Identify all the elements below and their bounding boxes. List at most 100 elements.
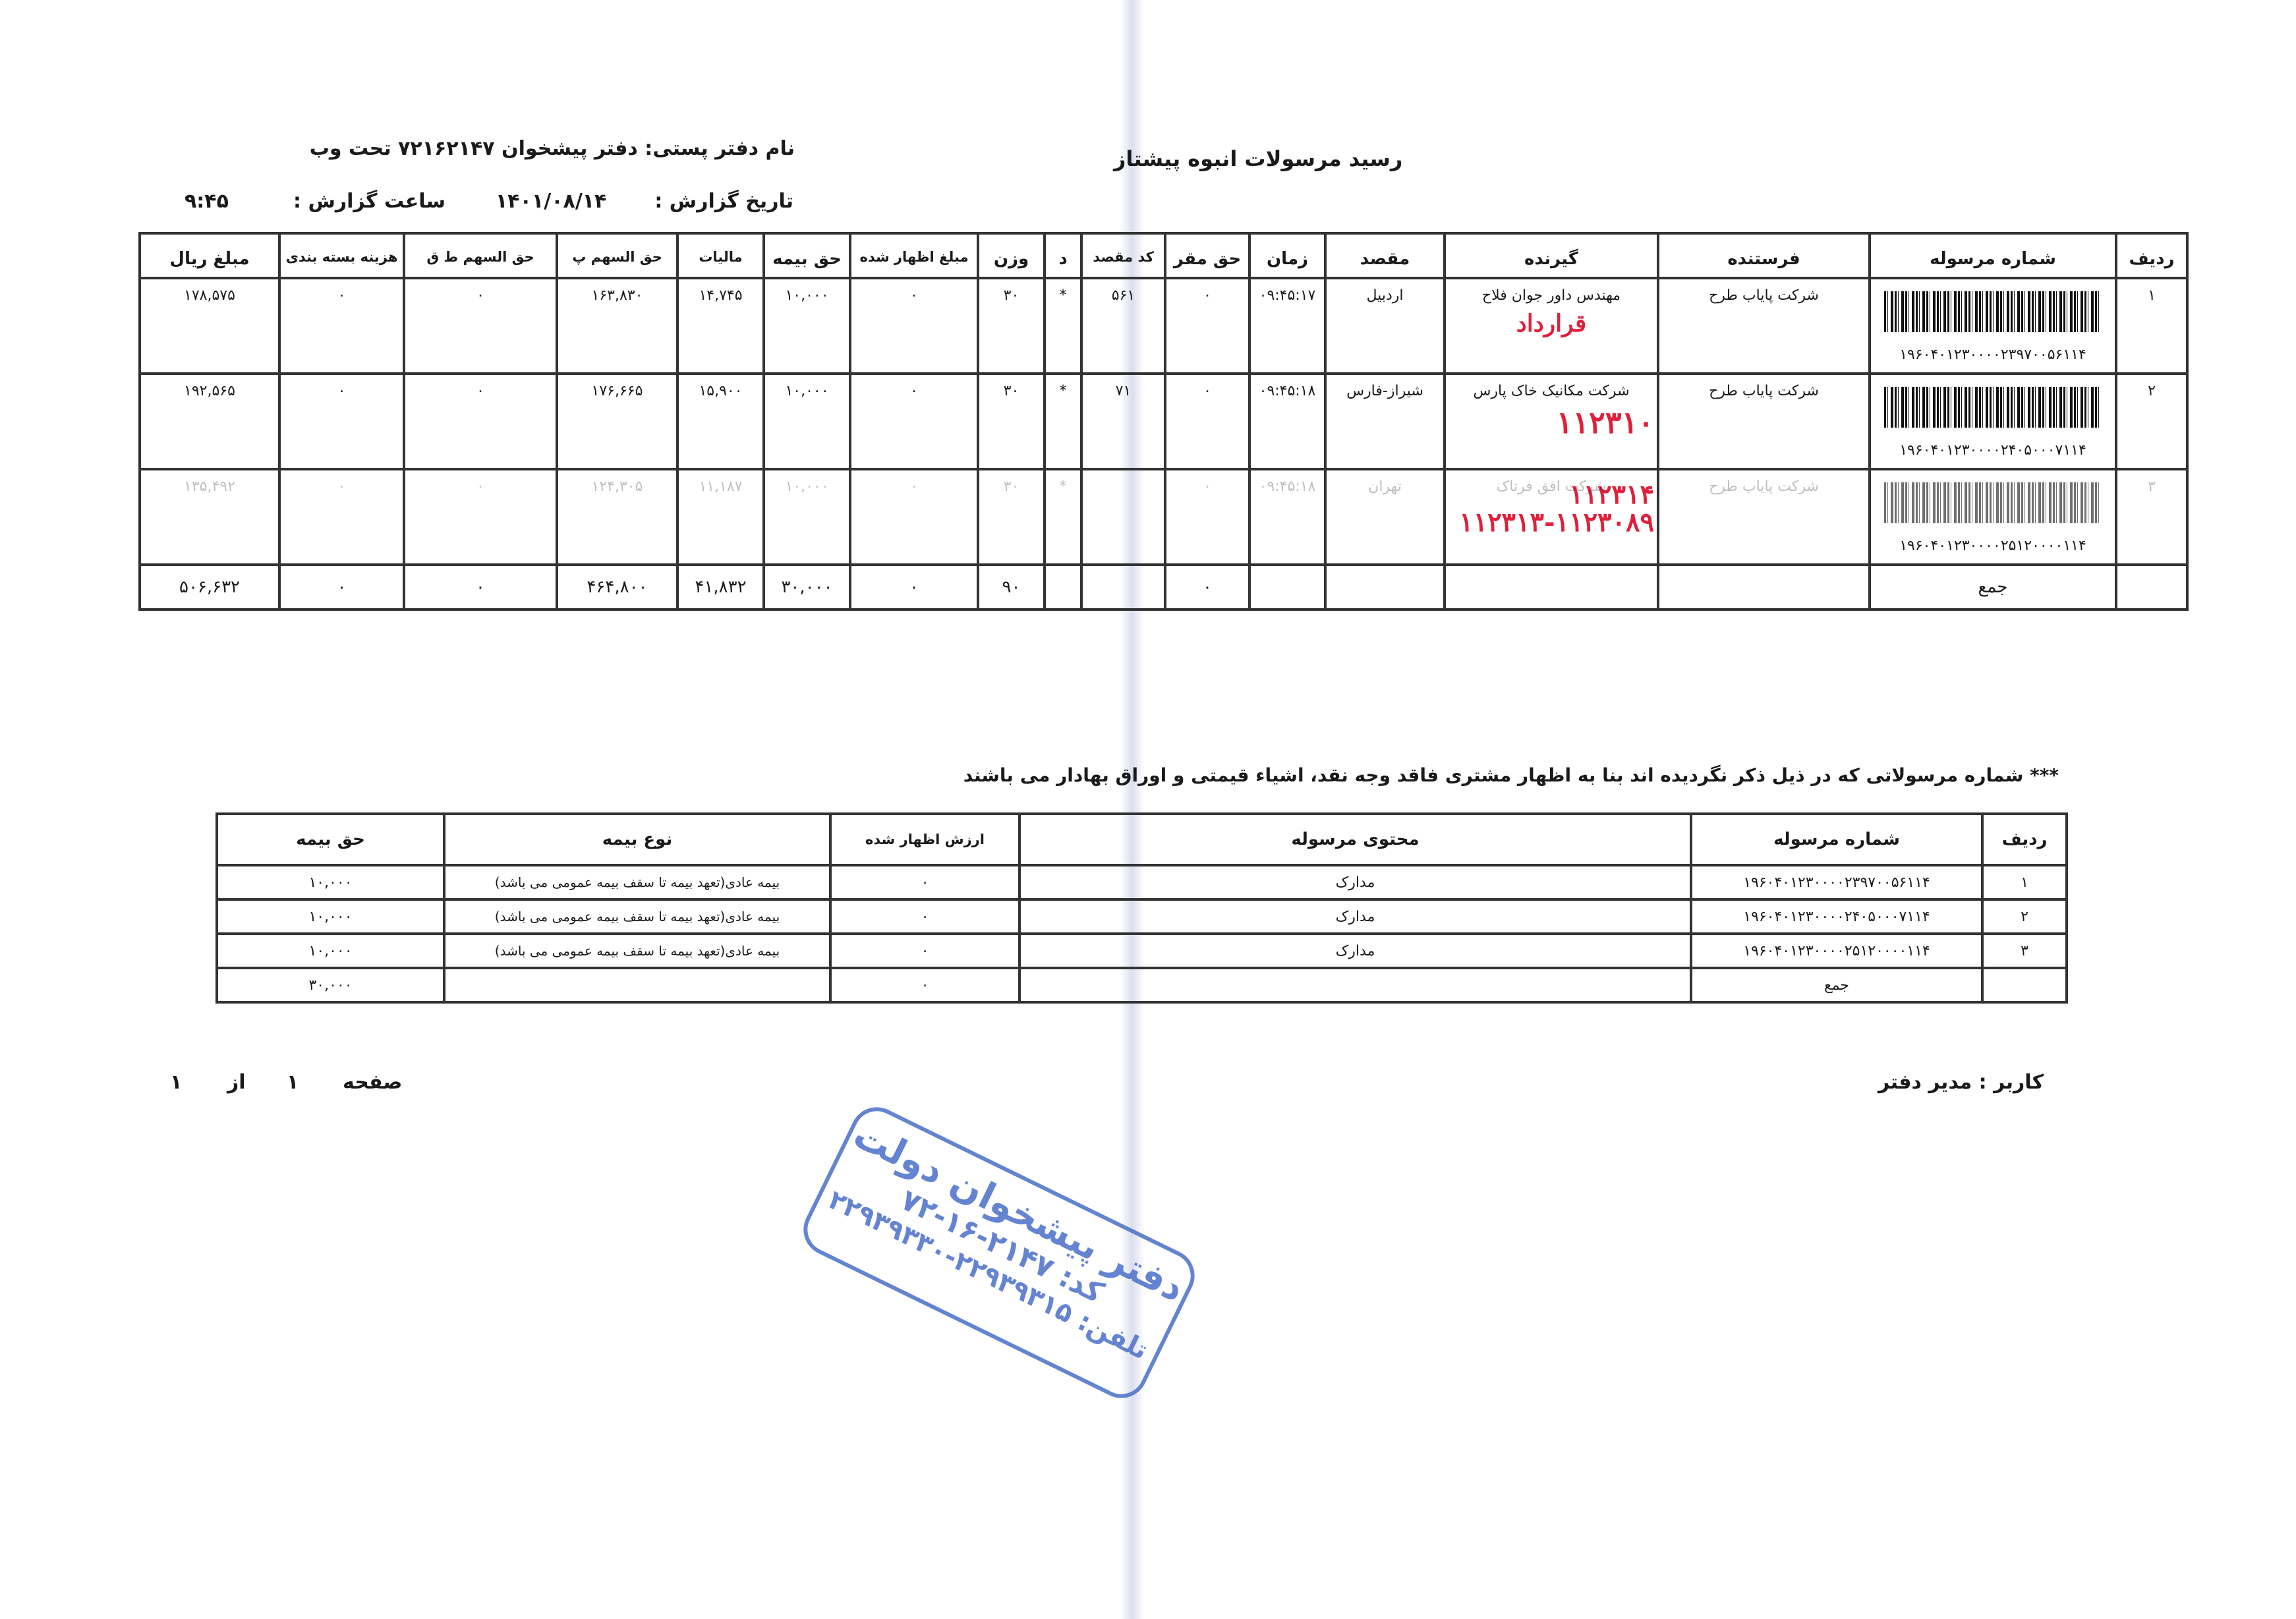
shipment-number: ۱۹۶۰۴۰۱۲۳۰۰۰۰۲۳۹۷۰۰۵۶۱۱۴ (1899, 347, 2086, 363)
declared: ۰ (849, 372, 979, 470)
total-share-tq: ۰ (403, 563, 558, 611)
table-row: ۱ ۱۹۶۰۴۰۱۲۳۰۰۰۰۲۳۹۷۰۰۵۶۱۱۴ شرکت پایاب طر… (138, 277, 2189, 375)
col-header: حق مقر (1164, 232, 1251, 279)
share-tq: ۰ (403, 372, 558, 470)
receiver-cell: شرکت افق فرتاک ۱۱۲۳۱۴ ۱۱۲۳۱۳-۱۱۲۳۰۸۹ (1443, 468, 1659, 566)
d: * (1043, 372, 1083, 470)
receiver: شرکت مکانیک خاک پارس (1473, 383, 1630, 399)
insurance: ۱۰,۰۰۰ (215, 898, 445, 935)
col-header: گیرنده (1443, 232, 1659, 279)
share-p: ۱۷۶,۶۶۵ (556, 372, 679, 470)
share-tq: ۰ (403, 468, 558, 566)
empty-cell (443, 967, 832, 1004)
dest-code (1080, 468, 1166, 566)
receiver-cell: مهندس داور جوان فلاح قرارداد (1443, 277, 1659, 375)
total-amount: ۵۰۶,۶۳۲ (138, 563, 281, 611)
packing: ۰ (278, 372, 405, 470)
insurance: ۱۰,۰۰۰ (762, 468, 851, 566)
packing: ۰ (278, 468, 405, 566)
office-line: نام دفتر پستی: دفتر پیشخوان ۷۲۱۶۲۱۴۷ تحت… (310, 137, 795, 160)
total-label: جمع (1690, 967, 1984, 1004)
row-number: ۲ (2115, 372, 2189, 470)
row-number: ۱ (1981, 864, 2068, 901)
handwritten-note: ۱۱۲۳۱۰ (1556, 405, 1654, 440)
total-tax: ۴۱,۸۳۲ (676, 563, 765, 611)
col-header: زمان (1248, 232, 1327, 279)
total-packing: ۰ (278, 563, 405, 611)
insurance-type: بیمه عادی(تعهد بیمه تا سقف بیمه عمومی می… (443, 864, 832, 901)
empty-cell (1324, 563, 1446, 611)
declared-value: ۰ (829, 898, 1021, 935)
total-share-p: ۴۶۴,۸۰۰ (556, 563, 679, 611)
time: ۰۹:۴۵:۱۸ (1248, 468, 1327, 566)
col-header: شماره مرسوله (1690, 812, 1984, 866)
shipment-number: ۱۹۶۰۴۰۱۲۳۰۰۰۰۲۴۰۵۰۰۰۷۱۱۴ (1690, 898, 1984, 935)
col-header: فرستنده (1657, 232, 1871, 279)
weight: ۳۰ (977, 372, 1046, 470)
table-row: ۲ ۱۹۶۰۴۰۱۲۳۰۰۰۰۲۴۰۵۰۰۰۷۱۱۴ مدارک ۰ بیمه عادی… (215, 898, 2068, 935)
destination: اردبیل (1324, 277, 1446, 375)
destination: تهران (1324, 468, 1446, 566)
haq-maqar: ۰ (1164, 277, 1251, 375)
total-declared: ۰ (849, 563, 979, 611)
table-header-row: ردیف شماره مرسوله فرستنده گیرنده مقصد زمان حق … (138, 232, 2189, 279)
empty-cell (1657, 563, 1871, 611)
col-header: حق السهم پ (556, 232, 679, 279)
shipment-number: ۱۹۶۰۴۰۱۲۳۰۰۰۰۲۴۰۵۰۰۰۷۱۱۴ (1899, 442, 2086, 459)
total-insurance: ۳۰,۰۰۰ (215, 967, 445, 1004)
tax: ۱۴,۷۴۵ (676, 277, 765, 375)
col-header: ردیف (2115, 232, 2189, 279)
insurance: ۱۰,۰۰۰ (762, 277, 851, 375)
shipment-number: ۱۹۶۰۴۰۱۲۳۰۰۰۰۲۵۱۲۰۰۰۰۱۱۴ (1690, 932, 1984, 969)
table-header-row: ردیف شماره مرسوله محتوی مرسوله ارزش اظهار ش… (215, 812, 2068, 866)
sender: شرکت پایاب طرح (1657, 468, 1871, 566)
insurance-type: بیمه عادی(تعهد بیمه تا سقف بیمه عمومی می… (443, 898, 832, 935)
insurance-type: بیمه عادی(تعهد بیمه تا سقف بیمه عمومی می… (443, 932, 832, 969)
empty-cell (2115, 563, 2189, 611)
time: ۰۹:۴۵:۱۷ (1248, 277, 1327, 375)
declared: ۰ (849, 277, 979, 375)
dest-code: ۷۱ (1080, 372, 1166, 470)
declared: ۰ (849, 468, 979, 566)
receiver: مهندس داور جوان فلاح (1481, 287, 1621, 304)
total-declared: ۰ (829, 967, 1021, 1004)
empty-cell (1443, 563, 1659, 611)
office-label: نام دفتر پستی: (645, 137, 795, 160)
insurance: ۱۰,۰۰۰ (215, 932, 445, 969)
row-number: ۲ (1981, 898, 2068, 935)
col-header: نوع بیمه (443, 812, 832, 866)
total-haq-maqar: ۰ (1164, 563, 1251, 611)
total-row: جمع ۰ ۹۰ ۰ ۳۰,۰۰۰ ۴۱,۸۳۲ ۴۶۴,۸۰۰ ۰ ۰ ۵۰۶… (138, 563, 2189, 611)
col-header: مبلغ ریال (138, 232, 281, 279)
declared-value: ۰ (829, 864, 1021, 901)
total-label: جمع (1868, 563, 2117, 611)
haq-maqar: ۰ (1164, 468, 1251, 566)
page-title: رسید مرسولات انبوه پیشتاز (1114, 146, 1403, 171)
total-weight: ۹۰ (977, 563, 1046, 611)
col-header: کد مقصد (1080, 232, 1166, 279)
col-header: حق بیمه (762, 232, 851, 279)
col-header: حق السهم ط ق (403, 232, 558, 279)
amount: ۱۳۵,۴۹۲ (138, 468, 281, 566)
time-label: ساعت گزارش : (293, 190, 445, 213)
shipment-number-cell: ۱۹۶۰۴۰۱۲۳۰۰۰۰۲۳۹۷۰۰۵۶۱۱۴ (1868, 277, 2117, 375)
weight: ۳۰ (977, 277, 1046, 375)
table-row: ۲ ۱۹۶۰۴۰۱۲۳۰۰۰۰۲۴۰۵۰۰۰۷۱۱۴ شرکت پایاب طر… (138, 372, 2189, 470)
handwritten-note: قرارداد (1516, 310, 1587, 337)
page-count: ۱ (170, 1071, 183, 1094)
destination: شیراز-فارس (1324, 372, 1446, 470)
tax: ۱۱,۱۸۷ (676, 468, 765, 566)
report-date: ۱۴۰۱/۰۸/۱۴ (496, 190, 607, 213)
insurance-table: ردیف شماره مرسوله محتوی مرسوله ارزش اظهار ش… (215, 812, 2068, 1004)
d: * (1043, 468, 1083, 566)
insurance: ۱۰,۰۰۰ (215, 864, 445, 901)
empty-cell (1981, 967, 2068, 1004)
content: مدارک (1018, 864, 1692, 901)
tax: ۱۵,۹۰۰ (676, 372, 765, 470)
receiver-cell: شرکت مکانیک خاک پارس ۱۱۲۳۱۰ (1443, 372, 1659, 470)
shipment-number-cell: ۱۹۶۰۴۰۱۲۳۰۰۰۰۲۴۰۵۰۰۰۷۱۱۴ (1868, 372, 2117, 470)
d: * (1043, 277, 1083, 375)
declared-value: ۰ (829, 932, 1021, 969)
receiver: شرکت افق فرتاک (1496, 478, 1607, 495)
row-number: ۳ (2115, 468, 2189, 566)
